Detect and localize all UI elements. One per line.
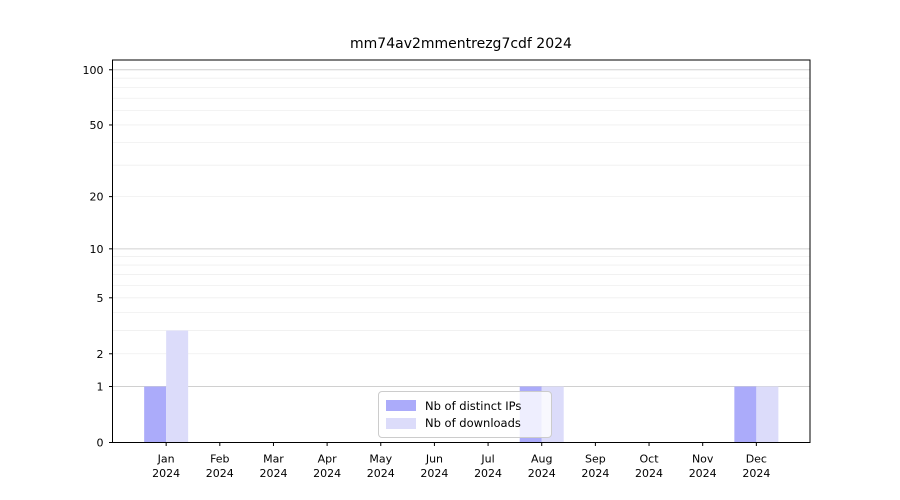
bar-downloads-dec xyxy=(756,386,779,443)
x-tick-label: Oct 2024 xyxy=(635,453,663,481)
legend-swatch-downloads xyxy=(386,417,416,429)
x-tick-label: Jun 2024 xyxy=(420,453,448,481)
x-tick-label: May 2024 xyxy=(367,453,395,481)
legend-swatch-distinct-ips xyxy=(386,400,416,412)
x-tick-label: Nov 2024 xyxy=(689,453,717,481)
x-tick-label: Mar 2024 xyxy=(259,453,287,481)
y-tick-label: 10 xyxy=(90,243,104,256)
legend: Nb of distinct IPs Nb of downloads xyxy=(378,391,552,438)
y-tick-label: 0 xyxy=(97,437,104,450)
bar-downloads-jan xyxy=(166,330,189,443)
x-tick-label: Jul 2024 xyxy=(474,453,502,481)
y-tick-label: 50 xyxy=(90,119,104,132)
y-tick-label: 5 xyxy=(97,292,104,305)
x-tick-label: Feb 2024 xyxy=(206,453,234,481)
bar-distinct-ips-jan xyxy=(144,386,167,443)
chart-title: mm74av2mmentrezg7cdf 2024 xyxy=(350,36,572,52)
x-tick-label: Sep 2024 xyxy=(581,453,609,481)
y-tick-label: 20 xyxy=(90,191,104,204)
y-tick-label: 100 xyxy=(83,64,104,77)
x-tick-label: Dec 2024 xyxy=(742,453,770,481)
bar-distinct-ips-dec xyxy=(734,386,757,443)
y-tick-label: 1 xyxy=(97,381,104,394)
axes-spines xyxy=(112,59,811,443)
x-tick-label: Aug 2024 xyxy=(528,453,556,481)
y-tick-label: 2 xyxy=(97,348,104,361)
x-tick-label: Apr 2024 xyxy=(313,453,341,481)
legend-label: Nb of distinct IPs xyxy=(425,398,522,413)
x-tick-label: Jan 2024 xyxy=(152,453,180,481)
legend-item: Nb of downloads xyxy=(386,416,544,430)
legend-label: Nb of downloads xyxy=(425,416,521,431)
legend-item: Nb of distinct IPs xyxy=(386,399,544,413)
